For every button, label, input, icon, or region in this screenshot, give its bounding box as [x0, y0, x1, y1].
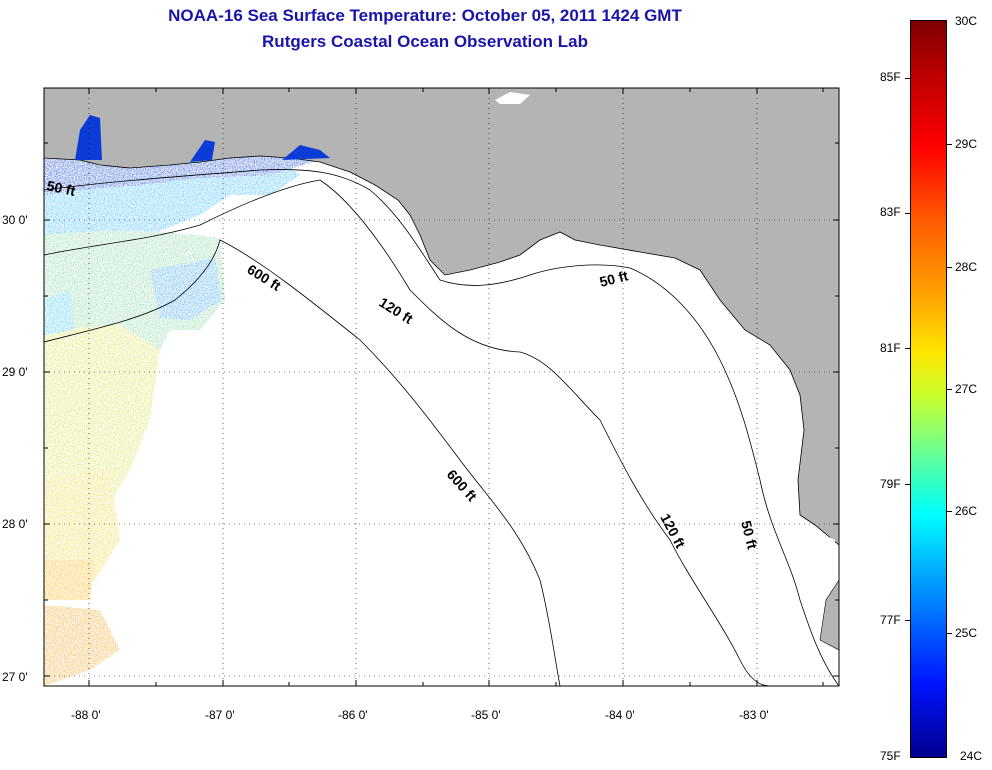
cb-tick: [947, 389, 952, 390]
land-mass: [44, 88, 839, 546]
contour-label-50ft-west: 50 ft: [45, 177, 77, 199]
axis-ticks: [44, 88, 839, 686]
cb-tick: [905, 78, 910, 79]
cb-label-26c: 26C: [955, 504, 978, 518]
mobile-bay: [75, 115, 102, 160]
cb-label-24c: 24C: [960, 749, 983, 763]
temperature-colorbar: [910, 20, 947, 758]
lon-label-85: -85 0': [471, 708, 501, 722]
inland-lake: [495, 92, 530, 104]
cb-tick: [905, 348, 910, 349]
cb-label-83f: 83F: [880, 205, 901, 219]
map-frame: [43, 87, 840, 687]
lon-label-83: -83 0': [739, 708, 769, 722]
lon-label-84: -84 0': [605, 708, 635, 722]
cb-tick: [905, 484, 910, 485]
contour-label-50ft-south: 50 ft: [738, 519, 761, 551]
cb-tick: [947, 144, 952, 145]
lat-label-30: 30 0': [2, 213, 28, 227]
lon-label-88: -88 0': [71, 708, 101, 722]
cb-label-75f: 75F: [880, 749, 901, 763]
cb-tick: [905, 620, 910, 621]
land-south: [819, 579, 839, 651]
lat-label-27: 27 0': [2, 670, 28, 684]
contour-600ft: [44, 239, 561, 686]
lat-label-28: 28 0': [2, 517, 28, 531]
cb-label-79f: 79F: [880, 477, 901, 491]
cb-label-30c: 30C: [955, 14, 978, 28]
contour-120ft: [44, 179, 771, 686]
cb-label-85f: 85F: [880, 70, 901, 84]
lat-label-29: 29 0': [2, 365, 28, 379]
pensacola-bay: [190, 140, 215, 162]
cb-label-81f: 81F: [880, 341, 901, 355]
choctawhatchee-bay: [282, 145, 330, 160]
cb-tick: [947, 511, 952, 512]
lon-label-86: -86 0': [338, 708, 368, 722]
chart-subtitle: Rutgers Coastal Ocean Observation Lab: [262, 32, 588, 51]
cb-tick: [947, 633, 952, 634]
cb-label-29c: 29C: [955, 137, 978, 151]
cb-tick: [905, 213, 910, 214]
contour-50ft: [44, 169, 839, 686]
tampa-bay: [800, 530, 835, 590]
cb-label-27c: 27C: [955, 382, 978, 396]
cb-tick: [947, 267, 952, 268]
cb-label-77f: 77F: [880, 613, 901, 627]
chart-title: NOAA-16 Sea Surface Temperature: October…: [168, 6, 682, 25]
contour-label-50ft-east: 50 ft: [598, 267, 630, 290]
cb-label-25c: 25C: [955, 626, 978, 640]
cb-label-28c: 28C: [955, 260, 978, 274]
lon-label-87: -87 0': [205, 708, 235, 722]
